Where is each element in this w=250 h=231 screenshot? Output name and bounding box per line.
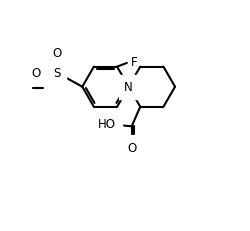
Text: F: F: [130, 56, 137, 69]
Text: O: O: [127, 141, 136, 154]
Text: O: O: [52, 47, 61, 60]
Text: S: S: [53, 66, 60, 79]
Text: HO: HO: [98, 118, 116, 131]
Text: N: N: [124, 81, 133, 94]
Text: O: O: [31, 66, 40, 79]
